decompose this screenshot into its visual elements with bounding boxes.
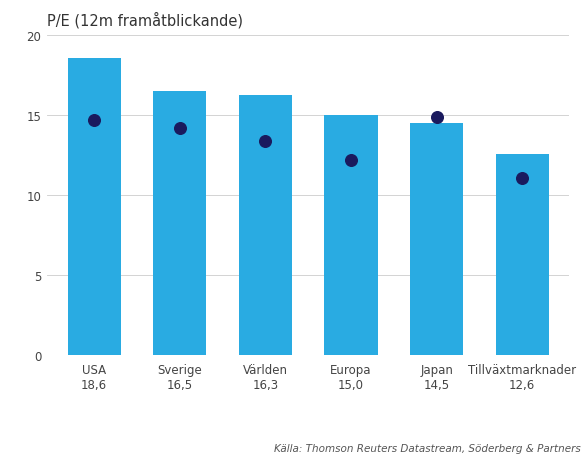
Point xyxy=(346,157,356,164)
Bar xyxy=(496,154,549,355)
Point xyxy=(175,125,184,132)
Point xyxy=(89,117,99,124)
Point xyxy=(261,138,270,145)
Text: Källa: Thomson Reuters Datastream, Söderberg & Partners: Källa: Thomson Reuters Datastream, Söder… xyxy=(274,443,581,453)
Bar xyxy=(410,124,463,355)
Text: P/E (12m framåtblickande): P/E (12m framåtblickande) xyxy=(47,12,243,28)
Bar xyxy=(153,92,206,355)
Point xyxy=(518,174,527,182)
Point xyxy=(432,114,441,121)
Bar xyxy=(239,95,292,355)
Legend: Nuvarande, 10-årssnitt: Nuvarande, 10-årssnitt xyxy=(53,450,262,455)
Bar xyxy=(325,116,377,355)
Bar xyxy=(68,59,120,355)
